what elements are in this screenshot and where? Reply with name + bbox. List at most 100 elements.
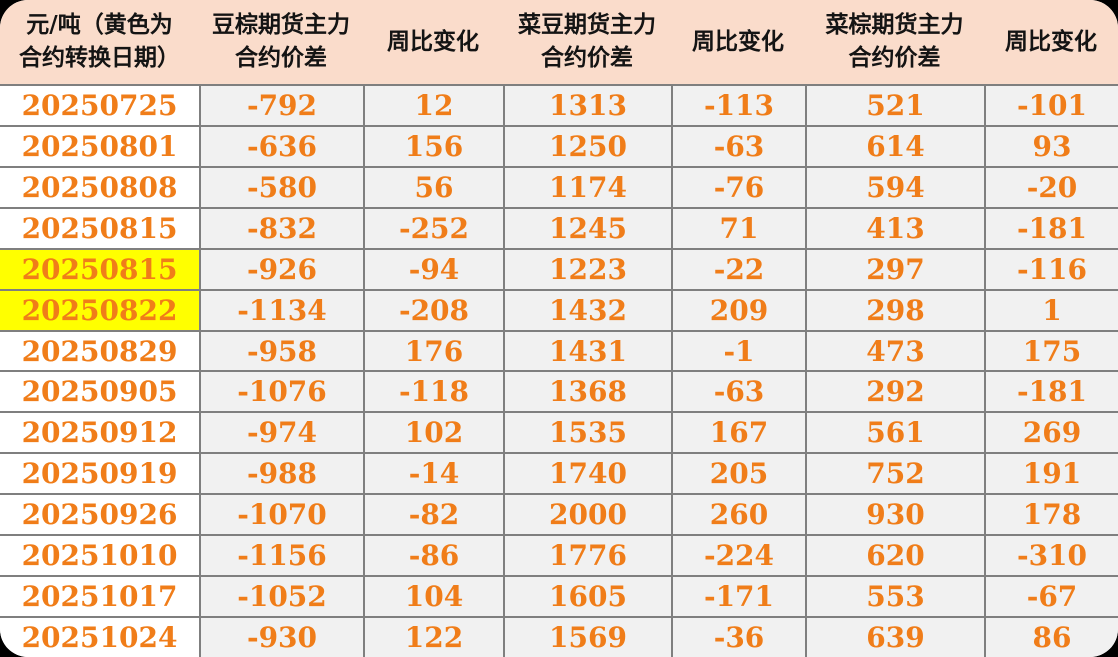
value-cell: 2000: [503, 495, 671, 535]
value-cell: 176: [363, 331, 503, 371]
value-cell: -94: [363, 249, 503, 289]
value-cell: -22: [671, 249, 805, 289]
header-cell-4: 周比变化: [671, 0, 805, 84]
value-cell: -1156: [199, 536, 363, 576]
date-cell: 20250905: [0, 372, 199, 412]
date-cell: 20250808: [0, 167, 199, 207]
value-cell: -580: [199, 167, 363, 207]
value-cell: -118: [363, 372, 503, 412]
header-cell-0: 元/吨（黄色为 合约转换日期）: [0, 0, 199, 84]
value-cell: 104: [363, 577, 503, 617]
value-cell: 297: [805, 249, 984, 289]
date-cell: 20251024: [0, 618, 199, 657]
value-cell: -988: [199, 454, 363, 494]
value-cell: -63: [671, 126, 805, 166]
value-cell: -792: [199, 86, 363, 125]
date-cell-highlighted: 20250822: [0, 290, 199, 330]
value-cell: 122: [363, 618, 503, 657]
value-cell: -926: [199, 249, 363, 289]
value-cell: -171: [671, 577, 805, 617]
value-cell: 930: [805, 495, 984, 535]
table-row: 20250801 -636 156 1250 -63 614 93: [0, 124, 1118, 166]
header-cell-line: 合约转换日期）: [19, 45, 180, 71]
date-cell: 20250725: [0, 86, 199, 125]
value-cell: -224: [671, 536, 805, 576]
value-cell: -1076: [199, 372, 363, 412]
value-cell: 1605: [503, 577, 671, 617]
table-body: 20250725 -792 12 1313 -113 521 -101 20250801 -63…: [0, 84, 1118, 657]
value-cell: 209: [671, 290, 805, 330]
date-cell: 20250912: [0, 413, 199, 453]
header-cell-line: 合约价差: [235, 45, 327, 71]
value-cell: 413: [805, 208, 984, 248]
header-cell-2: 周比变化: [363, 0, 503, 84]
value-cell: -14: [363, 454, 503, 494]
value-cell: 521: [805, 86, 984, 125]
value-cell: -86: [363, 536, 503, 576]
value-cell: 1535: [503, 413, 671, 453]
value-cell: 752: [805, 454, 984, 494]
value-cell: -1070: [199, 495, 363, 535]
value-cell: -832: [199, 208, 363, 248]
table-row: 20250905 -1076 -118 1368 -63 292 -181: [0, 370, 1118, 412]
value-cell: 620: [805, 536, 984, 576]
header-cell-line: 豆棕期货主力: [212, 12, 350, 38]
value-cell: -67: [984, 577, 1118, 617]
header-cell-line: 周比变化: [692, 28, 784, 55]
value-cell: -76: [671, 167, 805, 207]
value-cell: -20: [984, 167, 1118, 207]
table-row: 20250815 -832 -252 1245 71 413 -181: [0, 206, 1118, 248]
header-cell-line: 菜豆期货主力: [518, 12, 656, 38]
table-row: 20251010 -1156 -86 1776 -224 620 -310: [0, 534, 1118, 576]
header-cell-line: 合约价差: [848, 45, 941, 71]
value-cell: 260: [671, 495, 805, 535]
value-cell: 594: [805, 167, 984, 207]
header-cell-line: 菜棕期货主力: [825, 12, 964, 38]
value-cell: 205: [671, 454, 805, 494]
value-cell: -82: [363, 495, 503, 535]
value-cell: 1174: [503, 167, 671, 207]
header-cell-1: 豆棕期货主力 合约价差: [199, 0, 363, 84]
value-cell: 167: [671, 413, 805, 453]
header-cell-line: 周比变化: [1005, 28, 1097, 55]
value-cell: 1776: [503, 536, 671, 576]
value-cell: -36: [671, 618, 805, 657]
value-cell: -116: [984, 249, 1118, 289]
table-row: 20250926 -1070 -82 2000 260 930 178: [0, 493, 1118, 535]
value-cell: 553: [805, 577, 984, 617]
table-row: 20251024 -930 122 1569 -36 639 86: [0, 616, 1118, 657]
value-cell: -181: [984, 372, 1118, 412]
value-cell: -113: [671, 86, 805, 125]
value-cell: 1: [984, 290, 1118, 330]
date-cell: 20250919: [0, 454, 199, 494]
table-row: 20251017 -1052 104 1605 -171 553 -67: [0, 575, 1118, 617]
value-cell: 1368: [503, 372, 671, 412]
header-cell-line: 元/吨（黄色为: [26, 12, 173, 38]
table-row: 20250829 -958 176 1431 -1 473 175: [0, 329, 1118, 371]
value-cell: 1740: [503, 454, 671, 494]
value-cell: 1432: [503, 290, 671, 330]
value-cell: 639: [805, 618, 984, 657]
value-cell: 86: [984, 618, 1118, 657]
value-cell: -636: [199, 126, 363, 166]
value-cell: 1250: [503, 126, 671, 166]
value-cell: 473: [805, 331, 984, 371]
value-cell: -1134: [199, 290, 363, 330]
value-cell: 269: [984, 413, 1118, 453]
value-cell: 102: [363, 413, 503, 453]
value-cell: 175: [984, 331, 1118, 371]
table-row: 20250725 -792 12 1313 -113 521 -101: [0, 84, 1118, 125]
value-cell: 1313: [503, 86, 671, 125]
value-cell: 12: [363, 86, 503, 125]
value-cell: -181: [984, 208, 1118, 248]
header-cell-6: 周比变化: [984, 0, 1118, 84]
value-cell: 1431: [503, 331, 671, 371]
table-row: 20250912 -974 102 1535 167 561 269: [0, 411, 1118, 453]
value-cell: -310: [984, 536, 1118, 576]
value-cell: 71: [671, 208, 805, 248]
value-cell: 298: [805, 290, 984, 330]
value-cell: 56: [363, 167, 503, 207]
header-row: 元/吨（黄色为 合约转换日期） 豆棕期货主力 合约价差 周比变化 菜豆期货主力 合约价差 周比…: [0, 0, 1118, 84]
value-cell: 191: [984, 454, 1118, 494]
table-row: 20250808 -580 56 1174 -76 594 -20: [0, 165, 1118, 207]
